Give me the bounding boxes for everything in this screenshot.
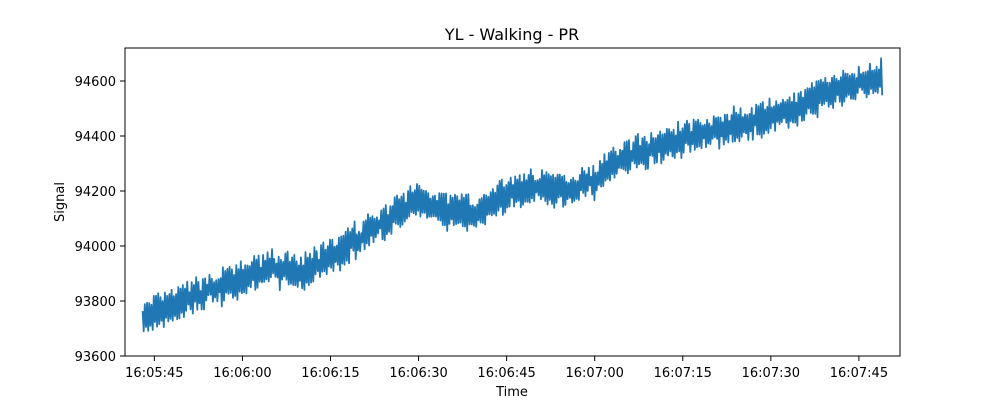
y-axis: 93600 93800 94000 94200 94400 94600 bbox=[75, 75, 125, 365]
x-axis-label: Time bbox=[495, 385, 528, 400]
y-tick-label: 93800 bbox=[75, 295, 116, 310]
x-tick-label: 16:07:45 bbox=[830, 366, 888, 381]
x-tick-label: 16:06:15 bbox=[301, 366, 359, 381]
y-tick-label: 94600 bbox=[75, 75, 116, 90]
x-tick-label: 16:05:45 bbox=[125, 366, 183, 381]
y-tick-label: 94200 bbox=[75, 185, 116, 200]
x-tick-label: 16:06:45 bbox=[477, 366, 535, 381]
plot-area bbox=[141, 57, 884, 333]
y-axis-label: Signal bbox=[53, 182, 68, 222]
x-axis: 16:05:45 16:06:00 16:06:15 16:06:30 16:06:45… bbox=[125, 356, 888, 381]
axes-frame bbox=[124, 47, 901, 357]
y-tick-label: 93600 bbox=[75, 350, 116, 365]
x-tick-label: 16:07:30 bbox=[742, 366, 800, 381]
y-tick-label: 94000 bbox=[75, 240, 116, 255]
y-tick-label: 94400 bbox=[75, 130, 116, 145]
signal-series-line bbox=[141, 57, 884, 333]
x-tick-label: 16:06:30 bbox=[389, 366, 447, 381]
x-tick-label: 16:07:00 bbox=[566, 366, 624, 381]
chart-title: YL - Walking - PR bbox=[444, 25, 579, 44]
x-tick-label: 16:07:15 bbox=[654, 366, 712, 381]
x-tick-label: 16:06:00 bbox=[213, 366, 271, 381]
